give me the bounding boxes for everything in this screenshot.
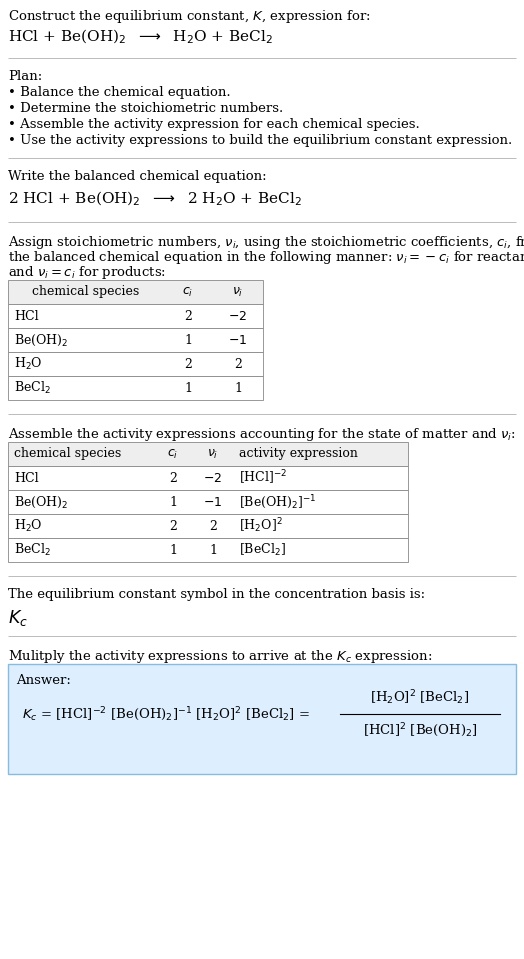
Text: Assign stoichiometric numbers, $\nu_i$, using the stoichiometric coefficients, $: Assign stoichiometric numbers, $\nu_i$, …: [8, 234, 524, 251]
Text: [HCl]$^2$ [Be(OH)$_2$]: [HCl]$^2$ [Be(OH)$_2$]: [363, 721, 477, 738]
Text: Plan:: Plan:: [8, 70, 42, 83]
Text: 2: 2: [209, 520, 217, 532]
Text: $-1$: $-1$: [203, 496, 223, 508]
Bar: [8, 466, 408, 490]
Text: [H$_2$O]$^2$: [H$_2$O]$^2$: [239, 517, 282, 535]
Text: $c_i$: $c_i$: [167, 448, 179, 460]
Text: 2 HCl + Be(OH)$_2$  $\longrightarrow$  2 H$_2$O + BeCl$_2$: 2 HCl + Be(OH)$_2$ $\longrightarrow$ 2 H…: [8, 190, 302, 208]
Text: • Assemble the activity expression for each chemical species.: • Assemble the activity expression for e…: [8, 118, 420, 131]
Text: BeCl$_2$: BeCl$_2$: [14, 380, 51, 396]
Text: 2: 2: [184, 358, 192, 370]
Bar: [8, 352, 263, 376]
Text: chemical species: chemical species: [32, 286, 139, 298]
Text: • Balance the chemical equation.: • Balance the chemical equation.: [8, 86, 231, 99]
Text: Answer:: Answer:: [16, 674, 71, 687]
Text: 1: 1: [184, 382, 192, 394]
Text: 1: 1: [169, 544, 177, 556]
Text: Be(OH)$_2$: Be(OH)$_2$: [14, 495, 68, 509]
Text: HCl: HCl: [14, 472, 39, 484]
Text: the balanced chemical equation in the following manner: $\nu_i = -c_i$ for react: the balanced chemical equation in the fo…: [8, 249, 524, 266]
Text: activity expression: activity expression: [239, 448, 358, 460]
Text: [BeCl$_2$]: [BeCl$_2$]: [239, 542, 286, 558]
Text: $-1$: $-1$: [228, 334, 248, 346]
Text: and $\nu_i = c_i$ for products:: and $\nu_i = c_i$ for products:: [8, 264, 166, 281]
Text: $-2$: $-2$: [203, 472, 223, 484]
Text: $-2$: $-2$: [228, 310, 247, 322]
Bar: [8, 328, 263, 352]
Bar: [8, 442, 408, 466]
Text: • Determine the stoichiometric numbers.: • Determine the stoichiometric numbers.: [8, 102, 283, 115]
Bar: [8, 514, 408, 538]
Text: 1: 1: [234, 382, 242, 394]
FancyBboxPatch shape: [8, 664, 516, 774]
Text: $K_c$: $K_c$: [8, 608, 28, 628]
Text: [H$_2$O]$^2$ [BeCl$_2$]: [H$_2$O]$^2$ [BeCl$_2$]: [370, 689, 470, 708]
Text: Mulitply the activity expressions to arrive at the $K_c$ expression:: Mulitply the activity expressions to arr…: [8, 648, 432, 665]
Text: $\nu_i$: $\nu_i$: [232, 286, 244, 298]
Text: Assemble the activity expressions accounting for the state of matter and $\nu_i$: Assemble the activity expressions accoun…: [8, 426, 516, 443]
Text: 1: 1: [169, 496, 177, 508]
Text: 1: 1: [209, 544, 217, 556]
Text: H$_2$O: H$_2$O: [14, 356, 42, 372]
Text: 2: 2: [234, 358, 242, 370]
Bar: [8, 376, 263, 400]
Text: HCl: HCl: [14, 310, 39, 322]
Bar: [8, 280, 263, 304]
Text: chemical species: chemical species: [14, 448, 121, 460]
Bar: [8, 490, 408, 514]
Bar: [8, 304, 263, 328]
Text: 2: 2: [169, 472, 177, 484]
Text: 2: 2: [184, 310, 192, 322]
Bar: [8, 538, 408, 562]
Text: Construct the equilibrium constant, $K$, expression for:: Construct the equilibrium constant, $K$,…: [8, 8, 370, 25]
Text: The equilibrium constant symbol in the concentration basis is:: The equilibrium constant symbol in the c…: [8, 588, 425, 601]
Text: Be(OH)$_2$: Be(OH)$_2$: [14, 333, 68, 347]
Text: H$_2$O: H$_2$O: [14, 518, 42, 534]
Text: $K_c$ = [HCl]$^{-2}$ [Be(OH)$_2$]$^{-1}$ [H$_2$O]$^2$ [BeCl$_2$] =: $K_c$ = [HCl]$^{-2}$ [Be(OH)$_2$]$^{-1}$…: [22, 705, 311, 723]
Text: [Be(OH)$_2$]$^{-1}$: [Be(OH)$_2$]$^{-1}$: [239, 493, 316, 511]
Text: • Use the activity expressions to build the equilibrium constant expression.: • Use the activity expressions to build …: [8, 134, 512, 147]
Text: 1: 1: [184, 334, 192, 346]
Text: HCl + Be(OH)$_2$  $\longrightarrow$  H$_2$O + BeCl$_2$: HCl + Be(OH)$_2$ $\longrightarrow$ H$_2$…: [8, 28, 273, 46]
Text: 2: 2: [169, 520, 177, 532]
Text: $\nu_i$: $\nu_i$: [208, 448, 219, 460]
Text: [HCl]$^{-2}$: [HCl]$^{-2}$: [239, 469, 287, 487]
Text: $c_i$: $c_i$: [182, 286, 194, 298]
Text: BeCl$_2$: BeCl$_2$: [14, 542, 51, 558]
Text: Write the balanced chemical equation:: Write the balanced chemical equation:: [8, 170, 267, 183]
